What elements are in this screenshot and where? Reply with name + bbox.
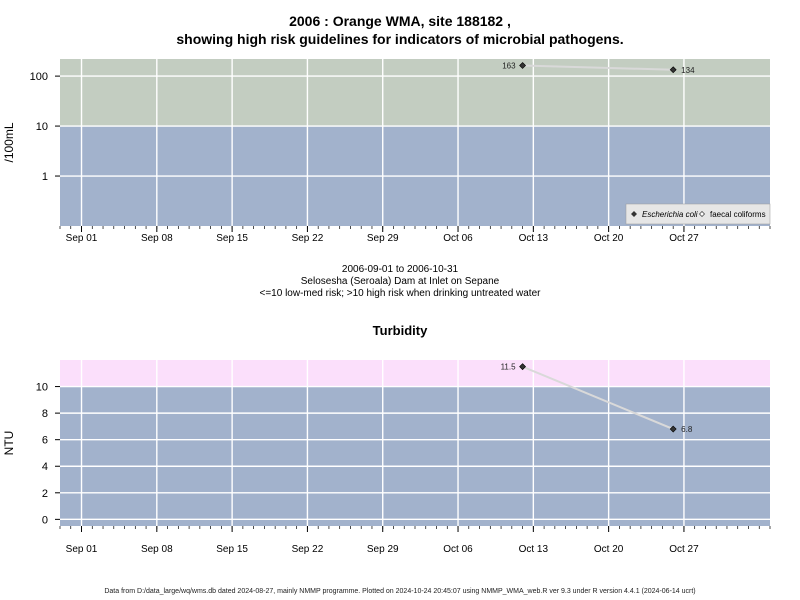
turbidity-title: Turbidity (372, 323, 428, 338)
x-tick-label: Sep 22 (292, 544, 324, 555)
x-tick-label: Sep 15 (216, 233, 248, 244)
x-tick-label: Sep 08 (141, 233, 173, 244)
high-risk-band (60, 360, 770, 387)
y-tick-label: 4 (42, 461, 48, 473)
x-tick-label: Sep 22 (292, 233, 324, 244)
data-point (519, 363, 527, 371)
x-tick-label: Oct 20 (594, 233, 624, 244)
legend-filled-diamond-icon (631, 211, 637, 217)
y-tick-label: 6 (42, 435, 48, 447)
legend-box (625, 203, 771, 225)
x-tick-label: Oct 27 (669, 233, 699, 244)
y-tick-label: 8 (42, 408, 48, 420)
x-tick-label: Oct 06 (443, 544, 473, 555)
data-point (519, 62, 527, 69)
x-tick-label: Oct 06 (443, 233, 473, 244)
data-label: 134 (681, 66, 695, 75)
high-risk-band (60, 59, 770, 127)
data-point (669, 425, 677, 433)
x-tick-label: Sep 29 (367, 544, 399, 555)
x-tick-label: Oct 13 (519, 233, 549, 244)
chart-title-line1: 2006 : Orange WMA, site 188182 , (289, 13, 511, 29)
series-line (522, 365, 674, 430)
data-point (669, 66, 677, 74)
series-line (522, 64, 674, 71)
y-tick-label: 10 (36, 382, 48, 394)
x-tick-label: Oct 13 (519, 544, 549, 555)
legend-label: Escherichia coli (642, 210, 698, 219)
x-tick-label: Sep 29 (367, 233, 399, 244)
footer-note: Data from D:/data_large/wq/wms.db dated … (104, 588, 696, 595)
chart-title-line2: showing high risk guidelines for indicat… (176, 31, 624, 47)
x-tick-label: Sep 01 (66, 544, 98, 555)
y-tick-label: 1 (42, 171, 48, 183)
turbidity-chart: Sep 01 Sep 08 Sep 15 Sep 22 Sep 29 Oct 06 Oct … (2, 360, 771, 555)
x-tick-label: Oct 27 (669, 544, 699, 555)
y-tick-label: 2 (42, 488, 48, 500)
y-axis-label: NTU (2, 431, 16, 456)
data-label: 163 (502, 62, 516, 71)
legend-open-diamond-icon (699, 211, 705, 217)
y-axis-label: /100mL (2, 122, 16, 162)
low-risk-band (60, 386, 770, 526)
date-range: 2006-09-01 to 2006-10-31 (341, 264, 459, 275)
y-tick-label: 0 (42, 514, 48, 526)
y-tick-label: 10 (36, 121, 48, 133)
risk-note: <=10 low-med risk; >10 high risk when dr… (259, 288, 541, 299)
legend-label: faecal coliforms (710, 210, 766, 219)
y-tick-label: 100 (30, 71, 48, 83)
x-tick-label: Oct 20 (594, 544, 624, 555)
microbial-chart: Sep 01 Sep 08 Sep 15 Sep 22 Sep 29 Oct 06 Oct … (2, 59, 771, 244)
data-label: 6.8 (681, 425, 693, 434)
x-tick-label: Sep 01 (66, 233, 98, 244)
x-tick-label: Sep 15 (216, 544, 248, 555)
x-tick-label: Sep 08 (141, 544, 173, 555)
data-label: 11.5 (501, 363, 517, 372)
location-label: Selosesha (Seroala) Dam at Inlet on Sepa… (300, 276, 500, 287)
